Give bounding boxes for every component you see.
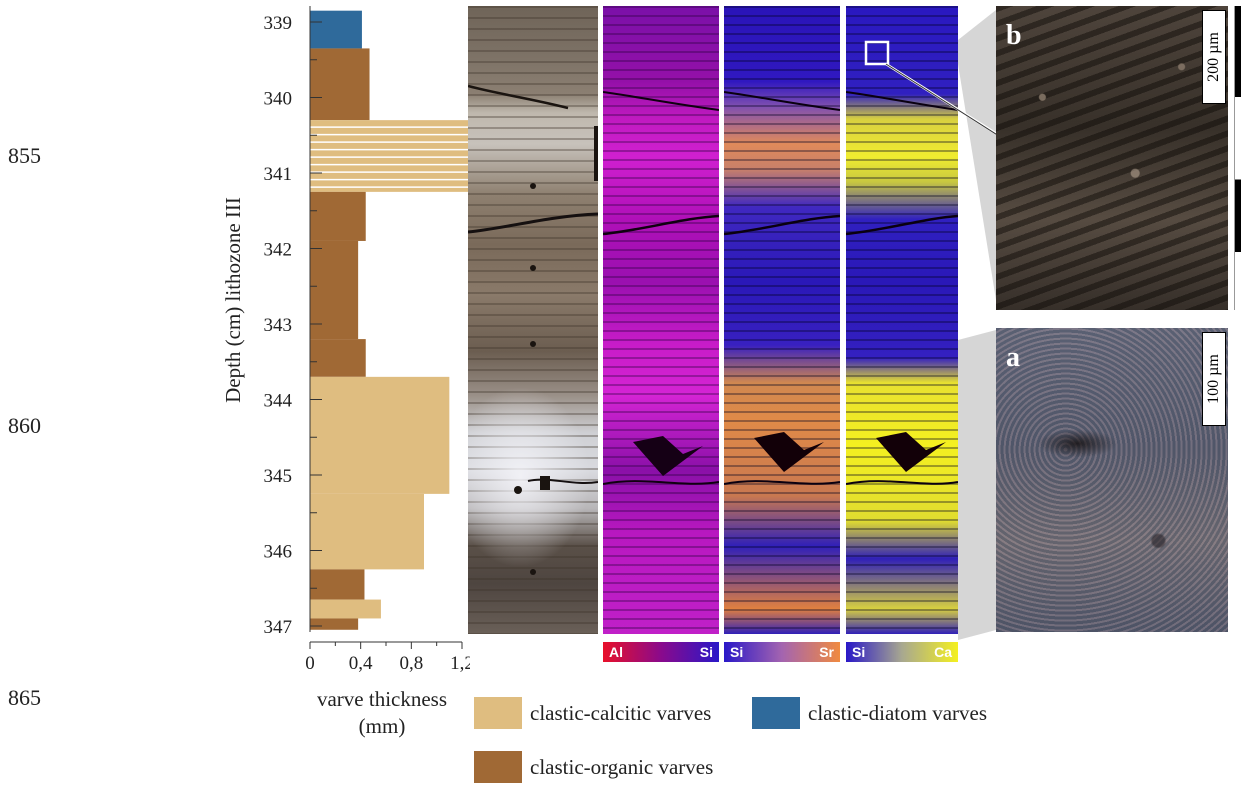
y-tick-label: 345 (264, 466, 293, 487)
side-label-855: 855 (8, 143, 41, 168)
varve-bar-calcitic (310, 599, 381, 619)
y-tick-label: 347 (264, 617, 293, 638)
photo-a-scale: 100 µm (1202, 332, 1226, 426)
y-tick-label: 342 (264, 240, 293, 261)
photo-a-letter: a (1006, 342, 1020, 373)
si-sr-map (724, 6, 840, 634)
y-tick-label: 341 (264, 164, 293, 185)
photo-b-letter: b (1006, 20, 1022, 51)
x-axis-label: varve thickness (317, 687, 447, 711)
varve-bar-organic (310, 569, 365, 600)
color-bar-right-label: Sr (819, 644, 834, 660)
side-label-865: 865 (8, 685, 41, 710)
si-sr-color-bar: Si Sr (724, 642, 840, 662)
legend: clastic-calcitic varves clastic-diatom v… (474, 697, 1034, 783)
varve-bar-calcitic (310, 376, 450, 494)
chart-axes (309, 6, 463, 649)
y-tick-label: 340 (264, 89, 293, 110)
legend-swatch-calcitic (474, 697, 522, 729)
thin-section-photo-b: b 200 µm (996, 6, 1228, 310)
color-bar-left-label: Si (730, 644, 744, 660)
x-axis-label: (mm) (359, 714, 406, 738)
legend-swatch-diatom (752, 697, 800, 729)
color-bar-right-label: Si (699, 644, 713, 660)
x-tick-label: 0 (305, 653, 315, 674)
varve-bar-organic (310, 48, 370, 121)
x-tick-label: 0,8 (399, 653, 423, 674)
legend-label-diatom: clastic-diatom varves (808, 701, 988, 725)
varve-bar-organic (310, 339, 366, 377)
core-photo (468, 6, 598, 634)
varve-bar-calcitic (310, 493, 424, 570)
varve-bar-organic (310, 618, 359, 630)
legend-swatch-organic (474, 751, 522, 783)
photo-b-scale: 200 µm (1202, 10, 1226, 104)
x-tick-label: 0,4 (349, 653, 373, 674)
x-tick-label: 1,2 (450, 653, 470, 674)
color-bar-left-label: Al (609, 644, 623, 660)
si-ca-color-bar: Si Ca (846, 642, 958, 662)
varve-thickness-chart: 339 340 341 342 343 344 345 346 347 0 0,4 0,8 1,2var… (221, 6, 470, 738)
varve-bar-organic (310, 191, 366, 241)
scale-strip (1234, 6, 1241, 310)
photo-b-scale-label: 200 µm (1205, 32, 1223, 82)
al-si-map (603, 6, 719, 634)
photo-a-scale-label: 100 µm (1205, 354, 1223, 404)
legend-label-organic: clastic-organic varves (530, 755, 714, 779)
color-bar-left-label: Si (852, 644, 866, 660)
y-tick-label: 339 (264, 13, 293, 34)
color-bar-right-label: Ca (934, 644, 952, 660)
legend-label-calcitic: clastic-calcitic varves (530, 701, 712, 725)
y-axis-label: Depth (cm) lithozone III (221, 197, 245, 403)
si-ca-map (846, 6, 958, 634)
y-tick-label: 344 (264, 391, 293, 412)
chart-bars (310, 10, 469, 630)
varve-bar-diatom (310, 10, 362, 49)
y-tick-label: 343 (264, 315, 293, 336)
chart-text: 339 340 341 342 343 344 345 346 347 0 0,4 0,8 1,2var… (221, 13, 470, 738)
y-tick-label: 346 (264, 542, 293, 563)
al-si-color-bar: Al Si (603, 642, 719, 662)
varve-bar-organic (310, 240, 359, 340)
side-label-860: 860 (8, 413, 41, 438)
varve-bar-calcitic (310, 120, 469, 192)
zoom-connectors (958, 10, 996, 640)
thin-section-photo-a: a 100 µm (996, 328, 1228, 632)
